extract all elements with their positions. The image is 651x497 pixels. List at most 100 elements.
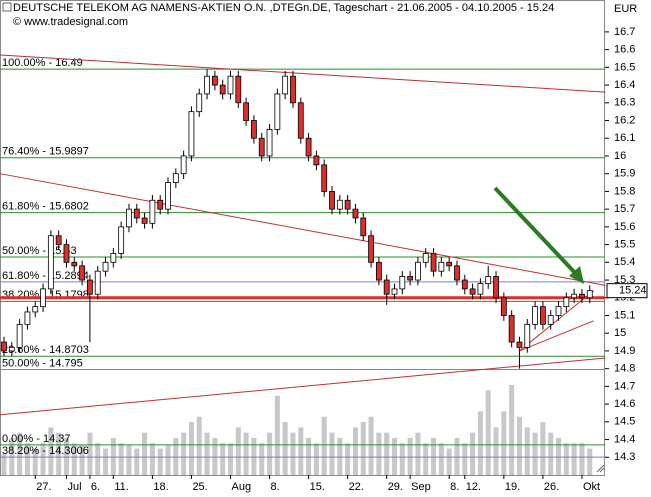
candle-body (110, 253, 117, 263)
volume-bar (79, 445, 85, 475)
volume-bar (392, 437, 397, 475)
volume-bar (360, 422, 366, 475)
trendline (0, 173, 606, 286)
candle-body (251, 120, 257, 139)
candle-body (297, 102, 304, 139)
x-tick-label: 6. (91, 481, 100, 493)
candle-body (344, 199, 351, 210)
volume-bar (259, 443, 265, 475)
x-tick-label: 8. (450, 481, 459, 493)
candle-body (477, 283, 484, 295)
volume-bar (204, 432, 210, 475)
volume-bar (24, 443, 30, 475)
volume-bar (556, 437, 562, 475)
volume-bar (1, 453, 7, 475)
volume-bar (95, 443, 101, 475)
candle-body (118, 226, 125, 254)
volume-bar (188, 422, 194, 475)
volume-bar (407, 437, 413, 475)
candle-body (524, 323, 531, 348)
candle-body (47, 235, 54, 290)
candle-body (180, 155, 187, 175)
y-tick-label: 15.5 (614, 238, 635, 250)
volume-bar (477, 411, 483, 475)
candle-body (586, 290, 593, 299)
volume-bar (220, 443, 226, 475)
volume-bar (571, 443, 577, 475)
level-label: 61.80% - 15.6802 (2, 201, 89, 213)
candle-body (211, 75, 218, 86)
volume-bar (431, 437, 437, 475)
x-tick-label: 27. (36, 481, 51, 493)
candle-body (415, 261, 421, 281)
volume-bar (110, 437, 116, 475)
candle-body (243, 102, 250, 121)
volume-bar (376, 432, 382, 475)
price-box (606, 283, 648, 299)
x-tick-label: 12. (466, 481, 481, 493)
candle-body (352, 208, 359, 219)
volume-bar (63, 437, 69, 475)
volume-bar (454, 437, 460, 475)
candle-body (149, 199, 156, 224)
trendline (0, 357, 606, 416)
chart-title: DEUTSCHE TELEKOM AG NAMENS-AKTIEN O.N. ,… (13, 2, 554, 14)
candle-body (329, 191, 335, 210)
candle-body (133, 208, 140, 219)
level-label: 50.00% - 14.795 (2, 357, 83, 369)
candle-body (40, 288, 46, 308)
volume-bar (243, 432, 249, 475)
volume-bar (227, 443, 233, 475)
candle-body (485, 276, 492, 284)
y-tick-label: 16 (614, 150, 626, 162)
y-tick-label: 14.9 (614, 345, 635, 357)
y-tick-label: 16.4 (614, 79, 635, 91)
level-label: 23.60% - 14.8703 (2, 344, 89, 356)
volume-bar (415, 432, 421, 475)
resize-grip[interactable] (596, 464, 605, 473)
y-tick-label: 15.4 (614, 256, 635, 268)
candle-body (157, 199, 164, 210)
volume-bar (71, 443, 77, 475)
x-tick-label: 18. (153, 481, 168, 493)
candle-body (547, 315, 554, 325)
candle-body (188, 111, 195, 157)
candle-body (55, 235, 62, 245)
candle-body (563, 297, 570, 308)
volume-bar (48, 427, 54, 475)
x-tick-label: 8. (271, 481, 280, 493)
y-tick-label: 16.1 (614, 132, 635, 144)
y-tick-label: 16.3 (614, 97, 635, 109)
candle-body (399, 276, 406, 290)
x-tick-label: 26. (544, 481, 559, 493)
volume-bar (384, 432, 390, 475)
volume-bar (298, 427, 304, 475)
volume-bar (282, 422, 288, 475)
volume-bar (485, 390, 491, 475)
y-tick-label: 15.7 (614, 203, 635, 215)
level-label: 38.20% - 14.3006 (2, 445, 89, 457)
y-tick-label: 16.5 (614, 61, 635, 73)
candle-body (305, 137, 312, 157)
x-tick-label: Okt (583, 481, 600, 493)
volume-bar (579, 443, 585, 475)
candle-body (407, 276, 414, 281)
y-tick-label: 14.4 (614, 433, 635, 445)
y-tick-label: 14.6 (614, 398, 635, 410)
candle-body (446, 261, 453, 267)
volume-bar (524, 427, 530, 475)
volume-bar (423, 443, 429, 475)
volume-bar (306, 437, 312, 475)
level-label: 0.00% - 14.37 (2, 433, 71, 445)
candle-body (87, 279, 93, 295)
candle-layer (1, 69, 593, 369)
candle-body (579, 293, 585, 299)
volume-bar (165, 445, 171, 475)
x-tick-label: 15. (310, 481, 325, 493)
volume-bar (587, 448, 593, 475)
volume-bar (462, 443, 468, 475)
candle-body (532, 306, 538, 325)
menu-icon[interactable] (2, 2, 12, 12)
annotation-arrow (493, 186, 584, 284)
x-tick-label: 19. (505, 481, 520, 493)
